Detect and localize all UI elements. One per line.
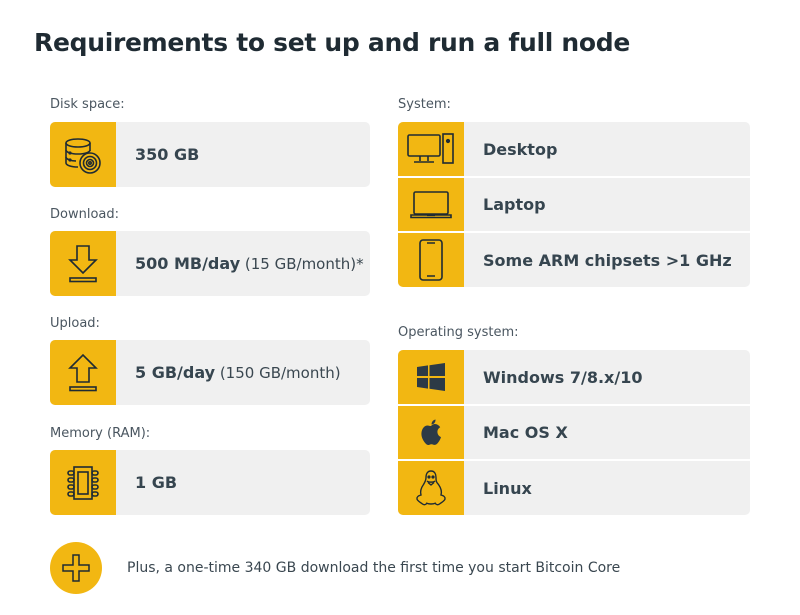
os-item-label: Mac OS X (483, 423, 568, 442)
memory-card: 1 GB (50, 450, 370, 515)
memory-chip-icon (50, 450, 116, 515)
disk-icon (50, 122, 116, 187)
download-sub: (15 GB/month)* (240, 255, 364, 273)
system-item-label: Some ARM chipsets >1 GHz (483, 250, 732, 270)
footnote-text: Plus, a one-time 340 GB download the fir… (127, 560, 621, 576)
upload-label: Upload: (50, 316, 100, 331)
apple-icon (398, 406, 464, 459)
download-icon (50, 231, 116, 296)
laptop-icon (398, 178, 464, 231)
disk-space-label: Disk space: (50, 97, 125, 112)
disk-space-card: 350 GB (50, 122, 370, 187)
os-item-linux: Linux (398, 461, 750, 515)
memory-label: Memory (RAM): (50, 426, 151, 441)
desktop-icon (398, 122, 464, 176)
os-item-windows: Windows 7/8.x/10 (398, 350, 750, 404)
os-label: Operating system: (398, 325, 519, 340)
download-card: 500 MB/day (15 GB/month)* (50, 231, 370, 296)
disk-space-value: 350 GB (135, 145, 200, 164)
upload-value: 5 GB/day (150 GB/month) (116, 363, 341, 382)
os-item-macos: Mac OS X (398, 406, 750, 459)
system-item-arm: Some ARM chipsets >1 GHz (398, 233, 750, 287)
windows-icon (398, 350, 464, 404)
plus-icon (50, 542, 102, 594)
download-value: 500 MB/day (15 GB/month)* (116, 254, 364, 273)
upload-sub: (150 GB/month) (215, 364, 341, 382)
page-title: Requirements to set up and run a full no… (34, 28, 631, 57)
upload-card: 5 GB/day (150 GB/month) (50, 340, 370, 405)
os-item-label: Windows 7/8.x/10 (483, 367, 643, 387)
system-item-desktop: Desktop (398, 122, 750, 176)
memory-value: 1 GB (135, 473, 178, 492)
os-list: Windows 7/8.x/10 Mac OS X Linux (398, 350, 750, 515)
linux-icon (398, 461, 464, 515)
download-label: Download: (50, 207, 119, 222)
download-main: 500 MB/day (135, 254, 241, 273)
smartphone-icon (398, 233, 464, 287)
system-item-label: Desktop (483, 139, 558, 159)
upload-icon (50, 340, 116, 405)
system-item-laptop: Laptop (398, 178, 750, 231)
system-item-label: Laptop (483, 195, 546, 214)
upload-main: 5 GB/day (135, 363, 216, 382)
system-label: System: (398, 97, 451, 112)
os-item-label: Linux (483, 478, 532, 498)
system-list: Desktop Laptop Some ARM chipsets >1 GHz (398, 122, 750, 287)
